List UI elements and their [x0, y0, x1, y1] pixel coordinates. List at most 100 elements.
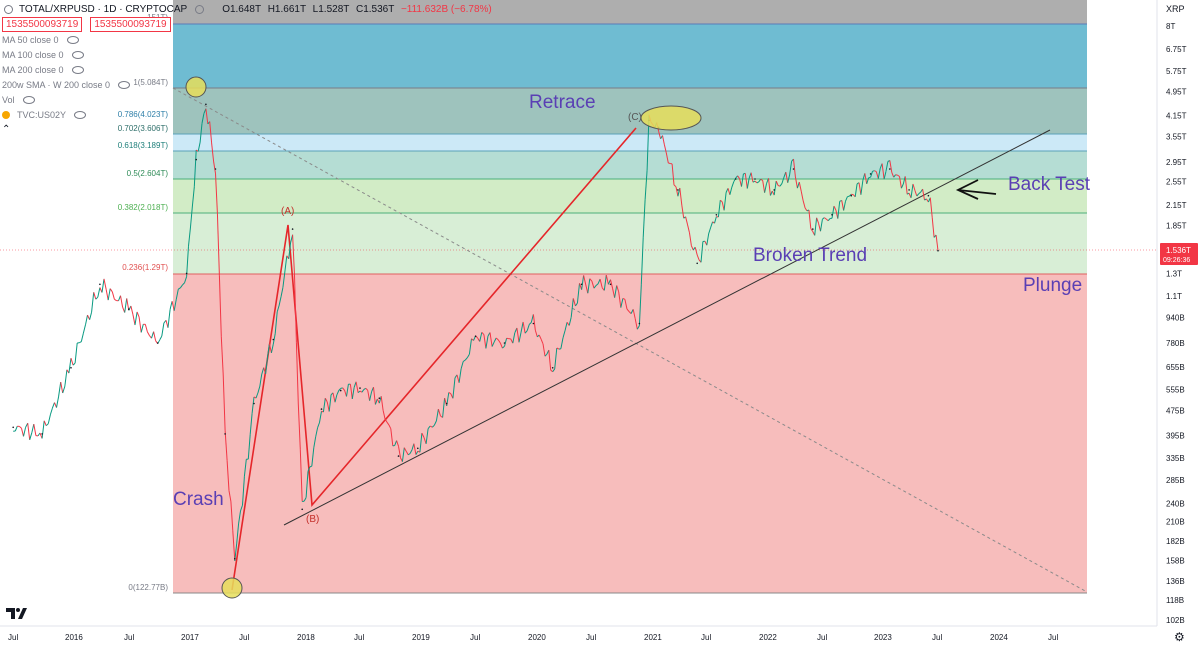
price-candle-segment — [727, 188, 731, 195]
price-point — [41, 433, 43, 435]
price-candle-segment — [935, 234, 939, 251]
price-point — [937, 249, 939, 252]
price-candle-segment — [43, 420, 47, 426]
price-candle-segment — [528, 322, 532, 325]
price-candle-segment — [216, 213, 220, 276]
price-candle-segment — [413, 443, 417, 455]
price-candle-segment — [739, 178, 742, 187]
price-candle-segment — [518, 332, 522, 343]
eye-icon[interactable] — [66, 35, 79, 44]
price-candle-segment — [47, 414, 51, 424]
price-candle-segment — [355, 381, 359, 393]
price-candle-segment — [464, 357, 468, 361]
collapse-legend-row[interactable]: ⌃ — [2, 122, 496, 137]
price-candle-segment — [502, 345, 505, 349]
symbol-title[interactable]: TOTAL/XRPUSD · 1D · CRYPTOCAP — [19, 4, 188, 15]
ohlc-values: O1.648T H1.661T L1.528T C1.536T −111.632… — [218, 4, 494, 15]
price-candle-segment — [900, 183, 904, 189]
price-candle-segment — [433, 420, 437, 426]
price-point — [156, 342, 159, 344]
indicator-vol[interactable]: Vol — [2, 92, 496, 107]
price-candle-segment — [752, 180, 756, 183]
price-candle-segment — [723, 192, 727, 211]
settings-gear-icon[interactable]: ⚙ — [1174, 630, 1185, 644]
indicator-ma100[interactable]: MA 100 close 0 — [2, 47, 496, 62]
price-candle-segment — [346, 384, 349, 397]
price-candle-segment — [862, 173, 866, 181]
price-candle-segment — [367, 390, 371, 401]
indicator-ma50[interactable]: MA 50 close 0 — [2, 32, 496, 47]
price-axis-label: 210B — [1166, 518, 1185, 527]
price-axis[interactable]: 8T 6.75T 5.75T 4.95T 4.15T 3.55T 2.95T 2.55T 2.1… — [1156, 0, 1200, 646]
price-candle-segment — [340, 387, 343, 389]
price-axis-unit[interactable]: XRP — [1166, 4, 1185, 14]
price-candle-segment — [114, 298, 117, 302]
price-candle-segment — [562, 330, 566, 339]
price-candle-segment — [62, 386, 66, 394]
price-candle-segment — [589, 278, 593, 282]
price-axis-label: 285B — [1166, 476, 1185, 485]
price-candle-segment — [109, 288, 113, 293]
price-candle-segment — [136, 311, 140, 318]
price-candle-segment — [858, 182, 862, 195]
chart-legend: TOTAL/XRPUSD · 1D · CRYPTOCAP O1.648T H1… — [2, 2, 496, 137]
price-candle-segment — [357, 390, 361, 393]
price-candle-segment — [614, 285, 618, 298]
price-axis-label: 3.55T — [1166, 133, 1187, 142]
indicator-us02y[interactable]: TVC:US02Y — [2, 107, 496, 122]
price-candle-segment — [552, 368, 556, 372]
indicator-ma200[interactable]: MA 200 close 0 — [2, 62, 496, 77]
price-candle-segment — [644, 170, 648, 200]
price-point — [696, 262, 698, 265]
chevron-up-icon[interactable]: ⌃ — [2, 124, 11, 135]
price-candle-segment — [849, 193, 852, 197]
fib-label-1: 1(5.084T) — [133, 78, 168, 87]
price-candle-segment — [658, 131, 662, 139]
price-candle-segment — [41, 420, 45, 439]
price-axis-label: 4.15T — [1166, 111, 1187, 120]
price-candle-segment — [363, 387, 367, 390]
symbol-row[interactable]: TOTAL/XRPUSD · 1D · CRYPTOCAP O1.648T H1… — [2, 2, 496, 17]
eye-icon[interactable] — [22, 95, 35, 104]
price-point — [927, 194, 930, 197]
indicator-200w-sma[interactable]: 200w SMA · W 200 close 0 — [2, 77, 496, 92]
price-point — [128, 308, 130, 311]
tradingview-logo-icon[interactable] — [6, 606, 28, 620]
sell-price-box[interactable]: 1535500093719 — [2, 17, 83, 32]
price-point — [638, 322, 641, 325]
price-candle-segment — [51, 402, 55, 409]
price-axis-label: 182B — [1166, 537, 1185, 546]
price-candle-segment — [636, 325, 640, 330]
drawings — [172, 87, 1088, 593]
eye-icon[interactable] — [118, 80, 131, 89]
price-candle-segment — [750, 172, 754, 183]
price-candle-segment — [405, 451, 409, 456]
price-point — [812, 228, 814, 230]
price-candle-segment — [700, 241, 704, 263]
price-candle-segment — [773, 181, 777, 196]
price-candle-segment — [382, 410, 386, 420]
price-candle-segment — [334, 394, 338, 403]
price-candle-segment — [326, 401, 330, 412]
time-axis[interactable]: Jul 2016 Jul 2017 Jul 2018 Jul 2019 Jul 2020 Jul 20… — [0, 625, 1157, 642]
eye-icon[interactable] — [71, 65, 84, 74]
eye-icon[interactable] — [74, 110, 87, 119]
price-candle-segment — [802, 200, 806, 209]
price-candle-segment — [211, 142, 215, 162]
price-axis-label: 6.75T — [1166, 45, 1187, 54]
price-candle-segment — [634, 318, 638, 330]
price-candle-segment — [796, 181, 800, 189]
price-candle-segment — [60, 382, 64, 394]
price-candle-segment — [342, 387, 345, 391]
eye-icon[interactable] — [71, 50, 84, 59]
buy-price-box[interactable]: 1535500093719 — [90, 17, 171, 32]
price-axis-label: 940B — [1166, 314, 1185, 323]
time-axis-label: 2018 — [297, 633, 315, 642]
price-candle-segment — [31, 423, 35, 433]
price-point — [445, 402, 448, 405]
price-candle-segment — [311, 447, 315, 467]
price-candle-segment — [74, 342, 78, 364]
price-candle-segment — [458, 368, 462, 383]
time-axis-label: 2017 — [181, 633, 199, 642]
